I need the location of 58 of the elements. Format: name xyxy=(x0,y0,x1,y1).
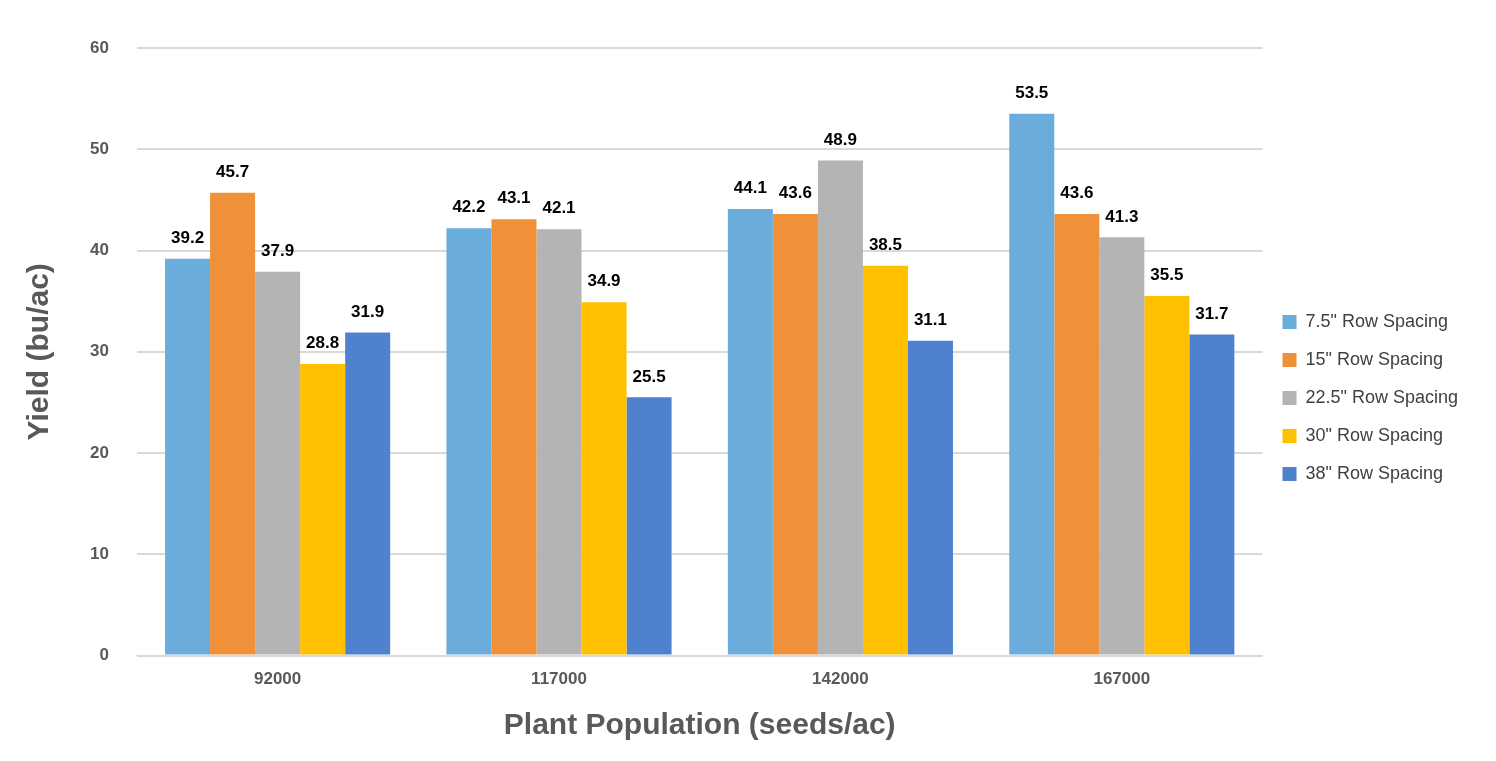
y-axis-title: Yield (bu/ac) xyxy=(21,263,55,441)
x-tick-label: 142000 xyxy=(812,669,869,689)
data-label: 48.9 xyxy=(823,129,857,149)
legend-label: 15" Row Spacing xyxy=(1305,348,1443,369)
bar xyxy=(300,363,346,655)
bar xyxy=(1054,214,1100,655)
y-tick-label: 0 xyxy=(99,645,109,665)
x-tick-label: 117000 xyxy=(531,669,587,689)
bar xyxy=(1099,237,1145,655)
data-label: 28.8 xyxy=(306,333,340,353)
data-label: 38.5 xyxy=(868,234,902,254)
bar xyxy=(446,228,492,655)
data-label: 42.1 xyxy=(542,198,576,218)
data-label: 45.7 xyxy=(216,162,250,181)
bar xyxy=(727,209,773,655)
data-label: 31.1 xyxy=(913,309,948,329)
data-label: 44.1 xyxy=(733,178,767,198)
data-label: 53.5 xyxy=(1015,83,1049,103)
data-label: 39.2 xyxy=(171,227,205,247)
bar xyxy=(862,265,908,655)
data-label: 42.2 xyxy=(452,197,486,217)
bar xyxy=(536,229,582,655)
x-axis-title: Plant Population (seeds/ac) xyxy=(503,707,896,741)
data-label: 43.6 xyxy=(778,183,812,203)
legend-label: 7.5" Row Spacing xyxy=(1305,310,1448,331)
data-label: 31.9 xyxy=(351,301,385,321)
data-label: 43.6 xyxy=(1060,183,1094,203)
bar xyxy=(255,271,301,655)
y-tick-label: 30 xyxy=(89,341,109,361)
bar xyxy=(626,397,672,655)
data-label: 31.7 xyxy=(1195,303,1229,323)
y-tick-label: 60 xyxy=(89,37,109,57)
bar xyxy=(165,258,211,655)
x-tick-label: 167000 xyxy=(1093,669,1151,689)
data-label: 25.5 xyxy=(632,366,666,386)
bar xyxy=(491,219,537,655)
y-tick-label: 50 xyxy=(89,138,109,158)
y-tick-label: 10 xyxy=(89,544,109,564)
data-label: 43.1 xyxy=(497,188,531,208)
x-tick-label: 92000 xyxy=(253,669,302,689)
bar xyxy=(210,192,256,655)
y-tick-label: 20 xyxy=(89,442,109,462)
legend-label: 30" Row Spacing xyxy=(1305,424,1443,445)
bar xyxy=(345,332,391,655)
bar xyxy=(817,160,863,655)
bar xyxy=(1144,296,1190,655)
data-label: 35.5 xyxy=(1150,265,1184,285)
bar xyxy=(772,214,818,655)
data-label: 41.3 xyxy=(1105,206,1139,226)
bar xyxy=(581,302,627,655)
data-label: 34.9 xyxy=(587,271,621,291)
bar xyxy=(1189,334,1235,655)
bar xyxy=(1009,113,1055,655)
data-label: 37.9 xyxy=(261,240,295,260)
y-tick-label: 40 xyxy=(89,240,109,260)
legend-label: 22.5" Row Spacing xyxy=(1305,386,1458,407)
bar xyxy=(907,340,953,655)
legend-label: 38" Row Spacing xyxy=(1305,462,1443,483)
